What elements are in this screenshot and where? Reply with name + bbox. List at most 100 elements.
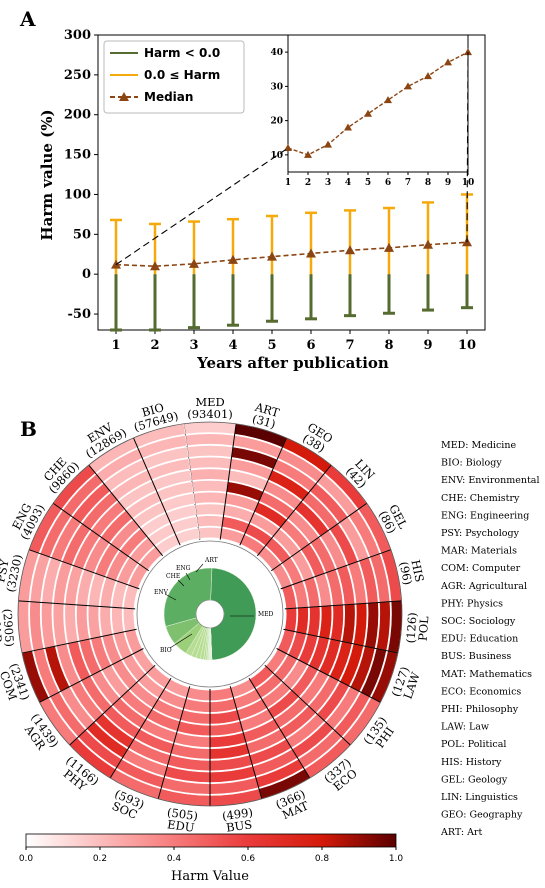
inset-median-point	[304, 150, 312, 158]
heatmap-cell	[318, 605, 333, 640]
category-code: EDU	[166, 817, 195, 835]
inset-y-tick-label: 10	[270, 151, 283, 161]
inset-x-tick-label: 8	[425, 178, 431, 188]
segment-divider	[88, 464, 164, 557]
inset-median-point	[364, 109, 372, 117]
median-point	[384, 242, 394, 252]
segment-divider	[109, 677, 172, 779]
heatmap-cell	[165, 504, 197, 524]
legend-label: 0.0 ≤ Harm	[144, 68, 220, 82]
category-code: BUS	[225, 817, 253, 834]
x-tick-label: 8	[384, 338, 393, 353]
category-glossary: MED: Medicine BIO: Biology ENV: Environmen…	[440, 440, 539, 838]
median-point	[150, 261, 160, 271]
y-tick-label: 50	[73, 227, 91, 242]
heatmap-cell	[341, 603, 356, 644]
heatmap-cell	[191, 480, 229, 493]
median-point	[306, 248, 316, 258]
heatmap-cell	[295, 606, 309, 635]
y-tick-label: 250	[64, 68, 91, 83]
heatmap-cell	[197, 527, 223, 539]
heatmap-cell	[147, 458, 191, 481]
category-count: (31)	[251, 411, 278, 431]
heatmap-cell	[175, 527, 200, 545]
heatmap-cell	[156, 481, 194, 502]
y-tick-label: -50	[68, 307, 92, 322]
pie-label: ENV	[154, 589, 169, 596]
radial-heatmap	[17, 421, 403, 807]
glossary-item: MAT: Mathematics	[441, 669, 532, 680]
category-label: MAR(2905)	[0, 608, 17, 647]
x-tick-label: 5	[267, 338, 276, 353]
glossary-item: ART: Art	[440, 827, 482, 838]
category-label: ART(31)	[251, 400, 281, 432]
y-tick-label: 0	[82, 267, 91, 282]
glossary-item: MAR: Materials	[441, 546, 517, 557]
segment-divider	[280, 549, 392, 590]
segment-divider	[229, 686, 263, 800]
glossary-item: GEL: Geology	[441, 774, 508, 785]
pie-leader	[177, 579, 185, 587]
segment-divider	[284, 600, 402, 610]
heatmap-cell	[330, 604, 344, 642]
colorbar-tick-label: 0.2	[93, 854, 107, 864]
pie-label: ENG	[176, 565, 191, 572]
glossary-item: LAW: Law	[441, 722, 489, 733]
heatmap-cell	[99, 606, 113, 637]
glossary-item: PSY: Psychology	[441, 528, 520, 539]
pie-label: BIO	[160, 647, 172, 654]
median-point	[345, 245, 355, 255]
glossary-item: AGR: Agricultural	[440, 581, 527, 592]
heatmap-cell	[142, 446, 189, 470]
heatmap-cell	[193, 491, 227, 505]
pie-leader	[164, 593, 177, 601]
colorbar: 0.0 0.2 0.4 0.6 0.8 1.0	[19, 833, 404, 864]
inset-median-line	[287, 51, 469, 156]
segment-divider	[248, 677, 311, 779]
heatmap-cell	[76, 604, 90, 642]
median-line	[115, 241, 468, 268]
colorbar-tick-label: 0.6	[241, 854, 256, 864]
heatmap-cell	[284, 607, 298, 632]
x-tick-label: 1	[111, 338, 120, 353]
pie-leader	[169, 633, 193, 649]
glossary-item: EDU: Education	[441, 634, 518, 645]
heatmap-cell	[186, 445, 234, 458]
y-tick-label: 100	[64, 187, 91, 202]
segment-divider	[69, 664, 156, 746]
heatmap-cell	[161, 492, 196, 513]
segment-divider	[18, 600, 136, 610]
y-tick-label: 300	[64, 28, 91, 43]
pie-label: MED	[258, 611, 274, 618]
glossary-item: HIS: History	[441, 757, 502, 768]
colorbar-tick-label: 0.8	[315, 854, 330, 864]
inset-y-tick-label: 30	[270, 82, 283, 92]
heatmap-cell	[209, 687, 234, 702]
panel-a-label: A	[19, 7, 36, 31]
category-code: MED	[195, 395, 224, 409]
glossary-item: SOC: Sociology	[441, 616, 516, 627]
inset-median-point	[404, 82, 412, 90]
category-code: HIS	[408, 558, 426, 583]
heatmap-cell	[122, 607, 136, 632]
colorbar-tick-label: 1.0	[389, 854, 404, 864]
x-tick-label: 4	[228, 338, 237, 353]
heatmap-cell	[307, 606, 321, 637]
inset-x-tick-label: 2	[305, 178, 311, 188]
y-tick-label: 150	[64, 148, 91, 163]
heatmap-cell	[183, 421, 237, 435]
inset-x-tick-label: 1	[285, 178, 291, 188]
median-point	[423, 239, 433, 249]
segment-divider	[28, 549, 140, 590]
inset-x-tick-label: 4	[345, 178, 351, 188]
panel-a-ylabel: Harm value (%)	[38, 109, 56, 240]
inset-x-tick-label: 5	[365, 178, 371, 188]
category-code: BIO	[140, 400, 165, 420]
heatmap-cell	[170, 516, 199, 534]
inset-x-tick-label: 3	[325, 178, 331, 188]
glossary-item: LIN: Linguistics	[441, 792, 518, 803]
inset-median-point	[344, 123, 352, 131]
y-tick-label: 200	[64, 108, 91, 123]
inset-median-point	[464, 48, 472, 56]
